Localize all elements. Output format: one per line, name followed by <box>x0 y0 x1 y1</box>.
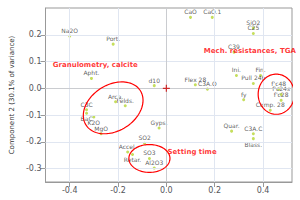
svg-text:Port.: Port. <box>106 35 121 43</box>
svg-text:-0.2: -0.2 <box>110 186 126 195</box>
svg-text:0.0: 0.0 <box>29 84 42 93</box>
svg-text:Apht.: Apht. <box>83 69 99 77</box>
svg-text:BaC: BaC <box>80 115 93 123</box>
svg-text:MgO: MgO <box>94 125 108 133</box>
svg-text:-0.1: -0.1 <box>26 111 42 120</box>
svg-text:f'c28: f'c28 <box>273 91 289 99</box>
svg-text:Fin.: Fin. <box>255 66 265 73</box>
svg-text:K2O: K2O <box>87 119 101 126</box>
svg-text:SiO2: SiO2 <box>246 19 261 27</box>
svg-text:Setting time: Setting time <box>168 148 217 156</box>
svg-text:Component 2 (30.1% of variance: Component 2 (30.1% of variance) <box>8 35 16 154</box>
svg-text:C3C: C3C <box>80 100 93 108</box>
svg-text:C3A.C: C3A.C <box>244 125 262 132</box>
svg-text:SO3: SO3 <box>143 149 156 156</box>
svg-text:0.4: 0.4 <box>257 186 270 195</box>
svg-text:Flex 28: Flex 28 <box>184 75 207 83</box>
svg-text:CaO.1: CaO.1 <box>203 8 221 15</box>
svg-text:Granulometry, calcite: Granulometry, calcite <box>53 61 138 69</box>
svg-text:Ini.: Ini. <box>232 66 241 73</box>
svg-text:Gyps.: Gyps. <box>151 119 168 127</box>
svg-text:0.1: 0.1 <box>29 57 42 66</box>
svg-text:d10: d10 <box>149 77 161 84</box>
svg-text:Blass.: Blass. <box>245 141 263 148</box>
svg-text:SO2: SO2 <box>138 134 151 141</box>
svg-text:-0.4: -0.4 <box>62 186 78 195</box>
svg-text:f'c48: f'c48 <box>271 80 286 87</box>
svg-text:C3A.O: C3A.O <box>198 80 217 88</box>
svg-text:Felds.: Felds. <box>117 97 134 104</box>
svg-text:fy: fy <box>241 91 247 99</box>
svg-text:CaO: CaO <box>184 8 197 15</box>
svg-text:0.0: 0.0 <box>160 186 173 195</box>
svg-text:Na2O: Na2O <box>61 27 78 35</box>
svg-text:Mech. resistances, TGA: Mech. resistances, TGA <box>204 47 297 55</box>
svg-text:-0.3: -0.3 <box>26 164 42 173</box>
svg-text:0.2: 0.2 <box>208 186 221 195</box>
svg-text:-0.2: -0.2 <box>26 137 42 146</box>
svg-text:C25: C25 <box>247 24 259 31</box>
svg-text:Pull 24h: Pull 24h <box>241 74 265 81</box>
svg-text:Al2O3: Al2O3 <box>145 159 163 166</box>
svg-text:Retar.: Retar. <box>124 156 142 163</box>
svg-text:Quar.: Quar. <box>224 122 240 129</box>
svg-text:Accel.: Accel. <box>118 143 137 150</box>
svg-text:0.2: 0.2 <box>29 30 42 39</box>
svg-text:Comp. 28: Comp. 28 <box>255 101 285 109</box>
